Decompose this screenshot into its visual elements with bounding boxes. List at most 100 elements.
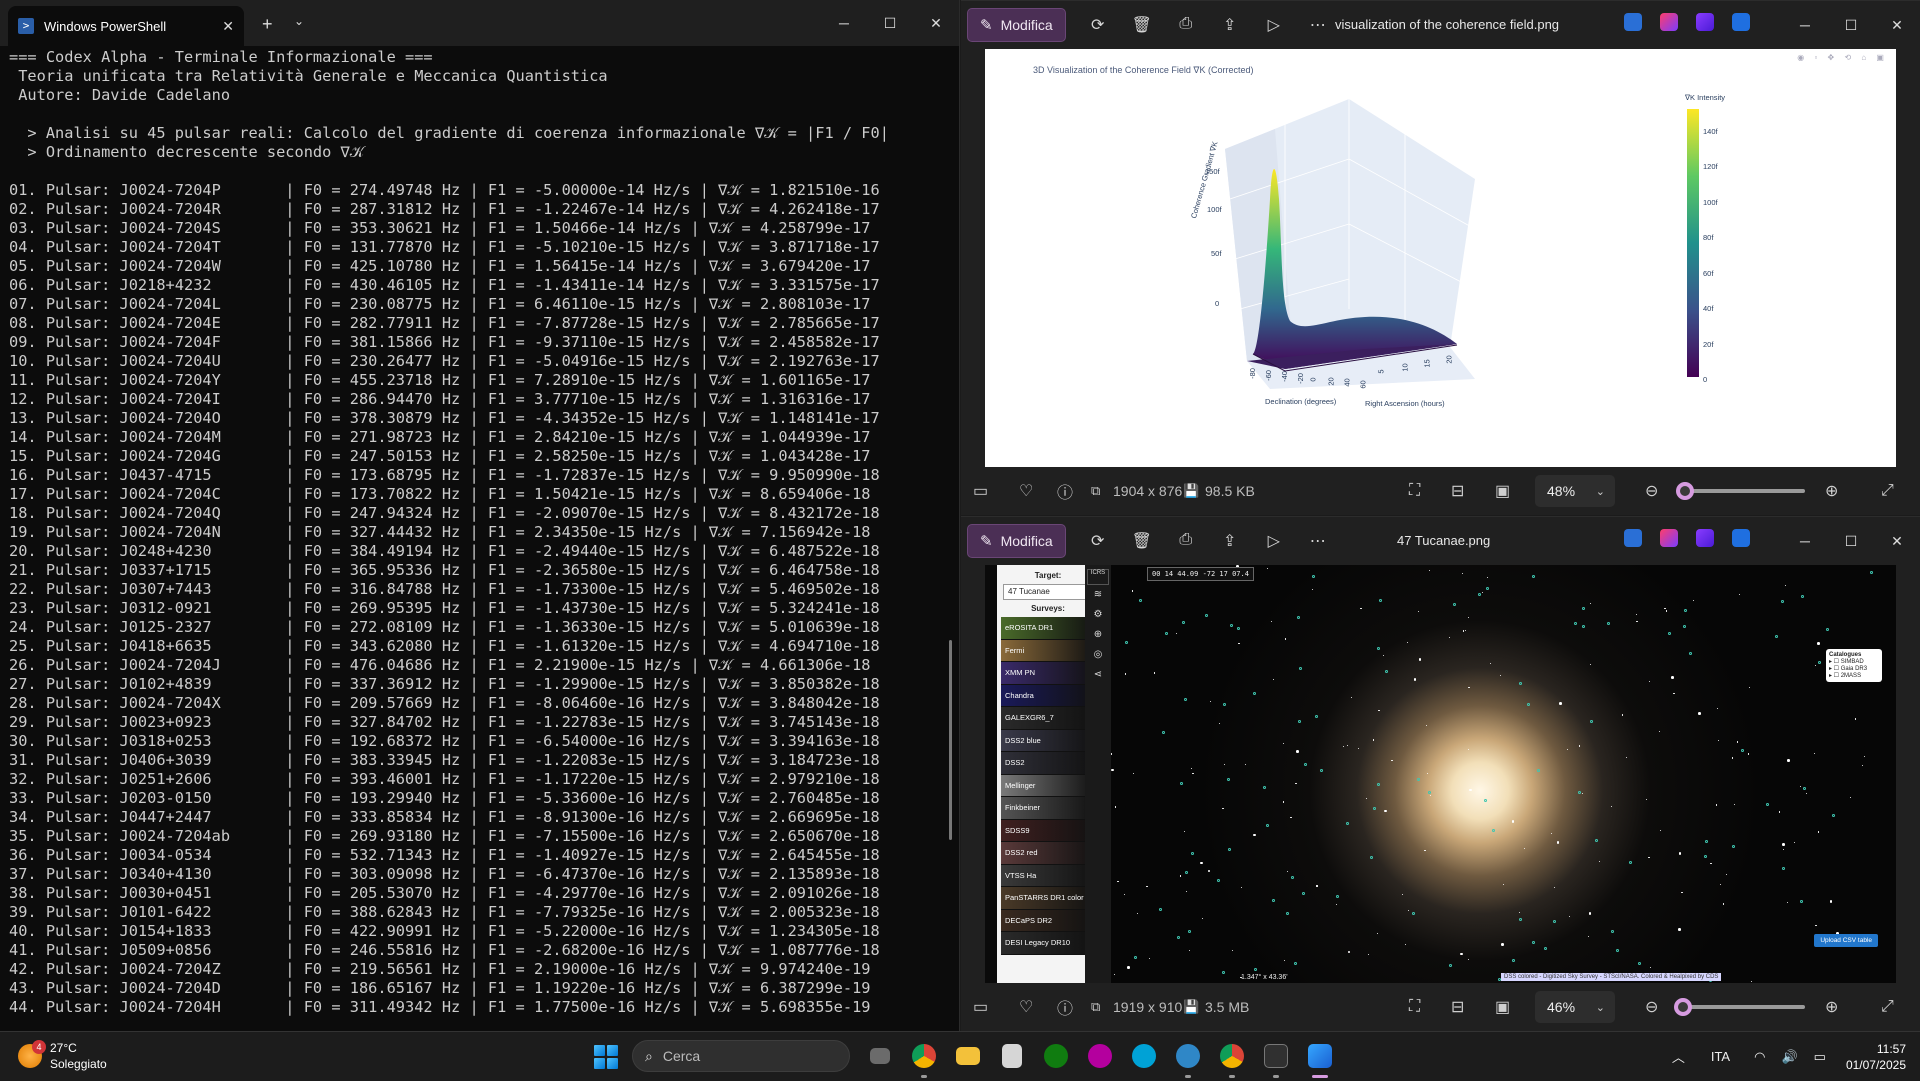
camera-icon[interactable]: ◎ <box>1093 649 1103 660</box>
zoom-in-icon[interactable]: ⊕ <box>1825 999 1839 1016</box>
share-icon[interactable]: ⇪ <box>1223 17 1237 34</box>
terminal-scrollbar[interactable] <box>949 640 952 840</box>
onedrive-icon[interactable] <box>1732 529 1750 547</box>
catalogue-item[interactable]: ▸ ☐ 2MASS <box>1829 673 1862 679</box>
delete-icon[interactable]: 🗑 <box>1131 533 1152 550</box>
favorite-icon[interactable]: ♡ <box>1019 483 1034 500</box>
survey-item[interactable]: eROSITA DR1 <box>1001 617 1095 640</box>
copilot-icon[interactable] <box>1660 529 1678 547</box>
zoom-slider[interactable] <box>1675 482 1805 500</box>
more-icon[interactable]: ⋯ <box>1309 533 1326 550</box>
image-view[interactable]: 3D Visualization of the Coherence Field … <box>985 49 1896 467</box>
start-button[interactable] <box>594 1045 618 1069</box>
weather-widget[interactable]: 4 27°C Soleggiato <box>18 1040 107 1072</box>
language-indicator[interactable]: ITA <box>1710 1049 1731 1064</box>
fullscreen-icon[interactable]: ⤢ <box>1881 482 1894 499</box>
upload-csv-button[interactable]: Upload CSV table <box>1814 934 1878 947</box>
volume-icon[interactable]: 🔊 <box>1781 1048 1798 1064</box>
photos-window-chart[interactable]: ✎ Modifica ⟳ 🗑 ⎙ ⇪ ▷ ⋯ visualization of t… <box>961 0 1920 515</box>
survey-item[interactable]: Chandra <box>1001 684 1095 707</box>
zoom-out-icon[interactable]: ⊖ <box>1645 999 1659 1016</box>
catalogues-panel[interactable]: Catalogues ▸ ☐ SIMBAD ▸ ☐ Gaia DR3 ▸ ☐ 2MA… <box>1826 649 1882 682</box>
terminal-tab[interactable]: > Windows PowerShell ✕ <box>8 6 244 46</box>
photos-window-tucanae[interactable]: ✎ Modifica ⟳ 🗑 ⎙ ⇪ ▷ ⋯ 47 Tucanae.png ─ ☐… <box>961 516 1920 1031</box>
print-icon[interactable]: ⎙ <box>1179 15 1193 32</box>
terminal-icon[interactable] <box>1254 1040 1298 1078</box>
screenshot-icon[interactable]: ▣ <box>1495 483 1511 500</box>
survey-item[interactable]: DSS2 blue <box>1001 729 1095 752</box>
survey-item[interactable]: Finkbeiner <box>1001 797 1095 820</box>
survey-item[interactable]: DECaPS DR2 <box>1001 909 1095 932</box>
photos-icon[interactable] <box>1298 1040 1342 1078</box>
minimize-icon[interactable]: ─ <box>839 15 849 31</box>
vscode-icon[interactable] <box>1166 1040 1210 1078</box>
close-icon[interactable]: ✕ <box>1891 532 1903 549</box>
filmstrip-icon[interactable]: ▭ <box>973 483 989 500</box>
survey-item[interactable]: Mellinger <box>1001 774 1095 797</box>
zoom-slider[interactable] <box>1674 998 1805 1016</box>
wifi-icon[interactable]: ◠ <box>1754 1048 1766 1064</box>
survey-item[interactable]: GALEXGR6_7 <box>1001 707 1095 730</box>
minimize-icon[interactable]: ─ <box>1800 533 1810 549</box>
edit-button[interactable]: ✎ Modifica <box>967 524 1066 558</box>
chevron-up-icon[interactable]: ︿ <box>1671 1050 1685 1065</box>
share-icon[interactable]: ⋖ <box>1093 669 1103 680</box>
rotate-icon[interactable]: ⟳ <box>1091 17 1105 34</box>
survey-item[interactable]: DSS2 red <box>1001 842 1095 865</box>
survey-item[interactable]: DSS2 <box>1001 752 1095 775</box>
battery-icon[interactable]: ▭ <box>1813 1048 1826 1064</box>
clipchamp-icon[interactable] <box>1696 529 1714 547</box>
zoom-dropdown[interactable]: 48% ⌄ <box>1535 475 1615 507</box>
copilot-app-icon[interactable] <box>1122 1040 1166 1072</box>
store-icon[interactable] <box>990 1040 1034 1072</box>
image-view[interactable]: Target: 47 Tucanae Surveys: eROSITA DR1 F… <box>985 565 1896 983</box>
maximize-icon[interactable]: ☐ <box>883 14 897 31</box>
task-view-icon[interactable] <box>858 1040 902 1072</box>
clipchamp-icon[interactable] <box>1696 13 1714 31</box>
share-icon[interactable]: ⇪ <box>1223 533 1237 550</box>
screenshot-icon[interactable]: ▣ <box>1495 999 1511 1016</box>
designer-icon[interactable] <box>1624 13 1642 31</box>
survey-item[interactable]: VTSS Ha <box>1001 864 1095 887</box>
zoom-out-icon[interactable]: ⊖ <box>1645 483 1659 500</box>
survey-item[interactable]: DESI Legacy DR10 <box>1001 932 1095 955</box>
close-icon[interactable]: ✕ <box>1891 16 1903 33</box>
survey-item[interactable]: SDSS9 <box>1001 819 1095 842</box>
zoom-slider-knob[interactable] <box>1675 482 1694 500</box>
plot-modebar[interactable]: ◉ ▫ ✥ ⟲ ⌂ ▣ <box>1797 53 1888 62</box>
ocr-icon[interactable]: ⊟ <box>1451 999 1465 1016</box>
coordinates-field[interactable]: 00 14 44.09 -72 17 07.4 <box>1147 567 1254 581</box>
info-icon[interactable]: ⓘ <box>1057 485 1074 502</box>
survey-item[interactable]: XMM PN <box>1001 662 1095 685</box>
fit-icon[interactable]: ⛶ <box>1409 998 1421 1015</box>
slideshow-icon[interactable]: ▷ <box>1267 533 1280 550</box>
rotate-icon[interactable]: ⟳ <box>1091 533 1105 550</box>
survey-credit[interactable]: DSS colored - Digitized Sky Survey - STS… <box>1501 973 1722 981</box>
xbox-icon[interactable] <box>1034 1040 1078 1072</box>
ocr-icon[interactable]: ⊟ <box>1451 483 1465 500</box>
info-icon[interactable]: ⓘ <box>1057 1001 1074 1018</box>
designer-icon[interactable] <box>1624 529 1642 547</box>
clock[interactable]: 11:57 01/07/2025 <box>1846 1041 1906 1073</box>
copilot-icon[interactable] <box>1660 13 1678 31</box>
chrome-icon[interactable] <box>902 1040 946 1078</box>
close-icon[interactable]: ✕ <box>930 14 942 31</box>
layers-icon[interactable]: ≋ <box>1093 589 1103 600</box>
fit-icon[interactable]: ⛶ <box>1409 482 1421 499</box>
survey-item[interactable]: Fermi <box>1001 639 1095 662</box>
zoom-dropdown[interactable]: 46% ⌄ <box>1535 991 1615 1023</box>
zoom-slider-knob[interactable] <box>1674 998 1693 1016</box>
edit-button[interactable]: ✎ Modifica <box>967 8 1066 42</box>
more-icon[interactable]: ⋯ <box>1309 17 1326 34</box>
tab-dropdown-icon[interactable]: ⌄ <box>294 14 305 28</box>
filmstrip-icon[interactable]: ▭ <box>973 999 989 1016</box>
new-tab-icon[interactable]: + <box>262 14 273 34</box>
terminal-output[interactable]: === Codex Alpha - Terminale Informaziona… <box>9 48 945 1031</box>
maximize-icon[interactable]: ☐ <box>1844 532 1858 549</box>
powershell-window[interactable]: > Windows PowerShell ✕ + ⌄ ─ ☐ ✕ === Cod… <box>0 0 960 1031</box>
frame-select[interactable]: ICRS <box>1087 569 1109 585</box>
fullscreen-icon[interactable]: ⤢ <box>1881 998 1894 1015</box>
target-icon[interactable]: ⊕ <box>1093 629 1103 640</box>
print-icon[interactable]: ⎙ <box>1179 531 1193 548</box>
target-input[interactable]: 47 Tucanae <box>1003 584 1093 600</box>
